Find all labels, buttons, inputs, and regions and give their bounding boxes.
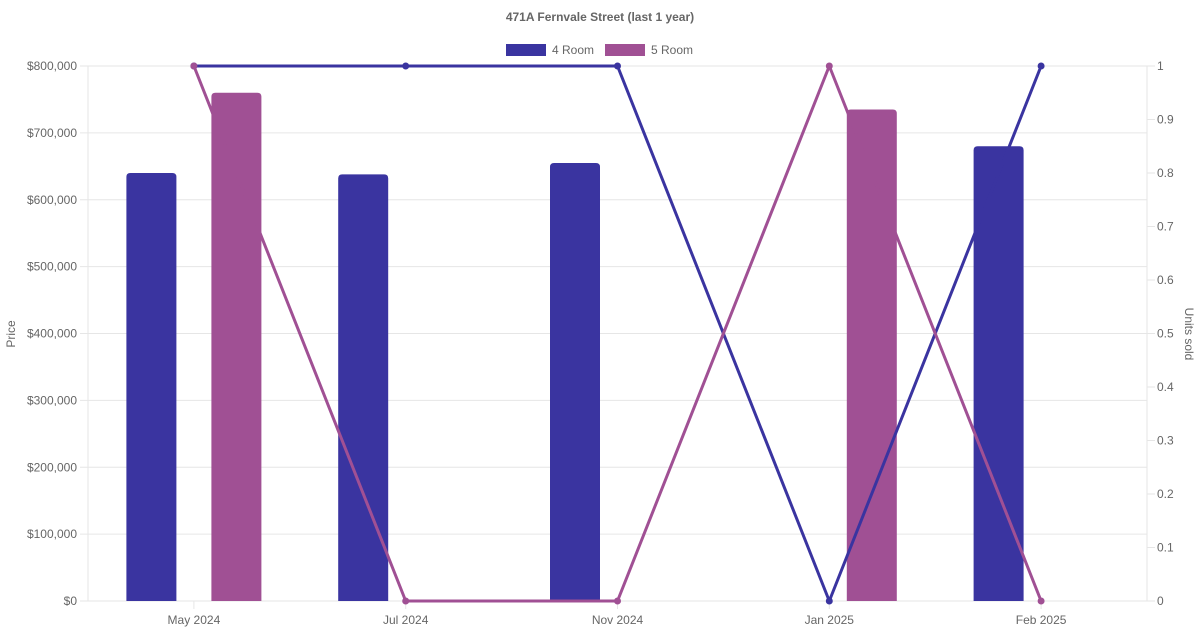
point-5-room (190, 62, 198, 70)
y2-tick-label: 0.8 (1157, 166, 1174, 180)
y2-tick-label: 0.1 (1157, 541, 1174, 555)
point-5-room (825, 62, 833, 70)
legend-label-4-room[interactable]: 4 Room (552, 43, 594, 57)
y-tick-label: $800,000 (27, 59, 77, 73)
legend: 4 Room 5 Room (506, 43, 693, 57)
y-tick-label: $300,000 (27, 393, 77, 407)
y2-tick-label: 0.5 (1157, 327, 1174, 341)
lines (190, 62, 1045, 605)
x-tick-label: Nov 2024 (592, 613, 644, 627)
y2-tick-label: 0 (1157, 594, 1164, 608)
legend-swatch-5-room[interactable] (605, 44, 645, 56)
y2-tick-label: 0.3 (1157, 434, 1174, 448)
y2-tick-label: 0.2 (1157, 487, 1174, 501)
bar-4-room (973, 146, 1024, 601)
y2-tick-label: 1 (1157, 59, 1164, 73)
y2-tick-label: 0.9 (1157, 113, 1174, 127)
legend-swatch-4-room[interactable] (506, 44, 546, 56)
y-tick-label: $700,000 (27, 126, 77, 140)
bar-4-room (338, 174, 389, 601)
y-tick-label: $0 (64, 594, 78, 608)
point-4-room (614, 62, 621, 70)
point-5-room (1037, 597, 1045, 605)
y-axis-title: Price (4, 320, 18, 348)
bars (126, 92, 1024, 601)
y2-axis-title: Units sold (1182, 308, 1196, 361)
y2-tick-label: 0.6 (1157, 273, 1174, 287)
y-tick-label: $400,000 (27, 327, 77, 341)
bar-4-room (550, 162, 600, 601)
y-tick-label: $500,000 (27, 260, 77, 274)
point-4-room (825, 597, 833, 605)
chart-title: 471A Fernvale Street (last 1 year) (506, 10, 694, 24)
y2-tick-label: 0.4 (1157, 380, 1174, 394)
y-tick-label: $600,000 (27, 193, 77, 207)
point-5-room (402, 597, 410, 605)
axes: $0 $100,000 $200,000 $300,000 $400,000 $500,0… (27, 59, 1174, 627)
point-4-room (402, 62, 410, 70)
y-tick-label: $100,000 (27, 527, 77, 541)
bar-5-room (846, 109, 897, 601)
x-tick-label: Jul 2024 (383, 613, 429, 627)
point-4-room (1037, 62, 1045, 70)
x-tick-label: Feb 2025 (1016, 613, 1067, 627)
point-5-room (614, 597, 621, 605)
y-tick-label: $200,000 (27, 460, 77, 474)
bar-5-room (211, 92, 262, 601)
legend-label-5-room[interactable]: 5 Room (651, 43, 693, 57)
bar-4-room (126, 173, 177, 601)
y2-tick-label: 0.7 (1157, 220, 1174, 234)
x-tick-label: May 2024 (168, 613, 221, 627)
x-tick-label: Jan 2025 (805, 613, 855, 627)
